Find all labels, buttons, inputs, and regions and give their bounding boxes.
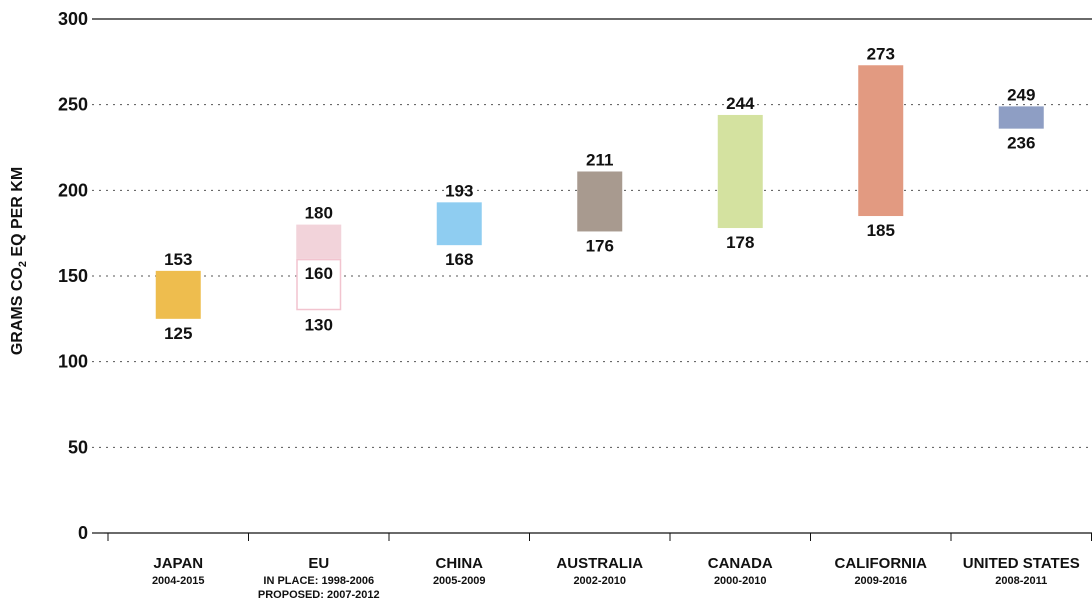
y-axis-label-group: GRAMS CO2 EQ PER KM <box>9 167 29 355</box>
value-label-eu-130: 130 <box>305 315 333 334</box>
value-label-china-168: 168 <box>445 250 473 269</box>
y-tick-label-250: 250 <box>58 95 88 115</box>
y-tick-label-150: 150 <box>58 266 88 286</box>
value-label-china-193: 193 <box>445 181 473 200</box>
category-label-united-states: UNITED STATES <box>963 555 1080 572</box>
category-sublabel-japan-0: 2004-2015 <box>152 575 205 587</box>
value-label-california-273: 273 <box>867 44 895 63</box>
category-label-china: CHINA <box>436 555 484 572</box>
range-bar-eu-2 <box>296 258 342 311</box>
range-bar-japan-0 <box>155 270 201 319</box>
y-tick-label-0: 0 <box>78 523 88 543</box>
category-sublabel-china-0: 2005-2009 <box>433 575 486 587</box>
category-label-canada: CANADA <box>708 555 773 572</box>
range-bar-australia-4 <box>577 171 623 232</box>
value-label-australia-211: 211 <box>586 150 613 169</box>
category-sublabel-canada-0: 2000-2010 <box>714 575 767 587</box>
category-sublabel-eu-1: PROPOSED: 2007-2012 <box>258 589 380 601</box>
range-bar-eu-1 <box>296 224 342 259</box>
value-label-united-states-249: 249 <box>1007 85 1035 104</box>
value-label-eu-160: 160 <box>305 264 333 283</box>
y-tick-label-100: 100 <box>58 352 88 372</box>
value-label-california-185: 185 <box>867 221 895 240</box>
value-label-united-states-236: 236 <box>1007 134 1035 153</box>
value-labels: 153 125 180 160 130 193 168 211 176 244 178 273 185 2… <box>164 44 1035 343</box>
value-label-canada-178: 178 <box>726 233 754 252</box>
range-bar-china-3 <box>436 202 482 246</box>
range-bars <box>155 65 1044 319</box>
category-label-japan: JAPAN <box>153 555 203 572</box>
y-axis-ticks: 0 50 100 150 200 250 300 <box>58 9 88 543</box>
category-sublabel-united-states-0: 2008-2011 <box>995 575 1047 587</box>
grid-lines <box>92 18 1092 448</box>
category-sublabel-australia-0: 2002-2010 <box>573 575 626 587</box>
category-label-eu: EU <box>308 555 329 572</box>
y-tick-label-200: 200 <box>58 180 88 200</box>
category-label-california: CALIFORNIA <box>835 555 928 572</box>
category-sublabel-california-0: 2009-2016 <box>854 575 907 587</box>
range-bar-united-states-7 <box>998 106 1044 129</box>
value-label-japan-153: 153 <box>164 250 192 269</box>
value-label-eu-180: 180 <box>305 204 333 223</box>
value-label-australia-176: 176 <box>586 236 614 255</box>
category-label-australia: AUSTRALIA <box>556 555 643 572</box>
range-bar-california-6 <box>858 65 904 217</box>
y-tick-label-50: 50 <box>68 437 88 457</box>
y-axis-label: GRAMS CO2 EQ PER KM <box>9 167 29 355</box>
range-bar-canada-5 <box>717 114 763 229</box>
x-axis: JAPAN 2004-2015 EU IN PLACE: 1998-2006 PROPO… <box>92 532 1092 601</box>
y-tick-label-300: 300 <box>58 9 88 29</box>
value-label-japan-125: 125 <box>164 324 192 343</box>
category-sublabel-eu-0: IN PLACE: 1998-2006 <box>263 575 374 587</box>
value-label-canada-244: 244 <box>726 94 755 113</box>
